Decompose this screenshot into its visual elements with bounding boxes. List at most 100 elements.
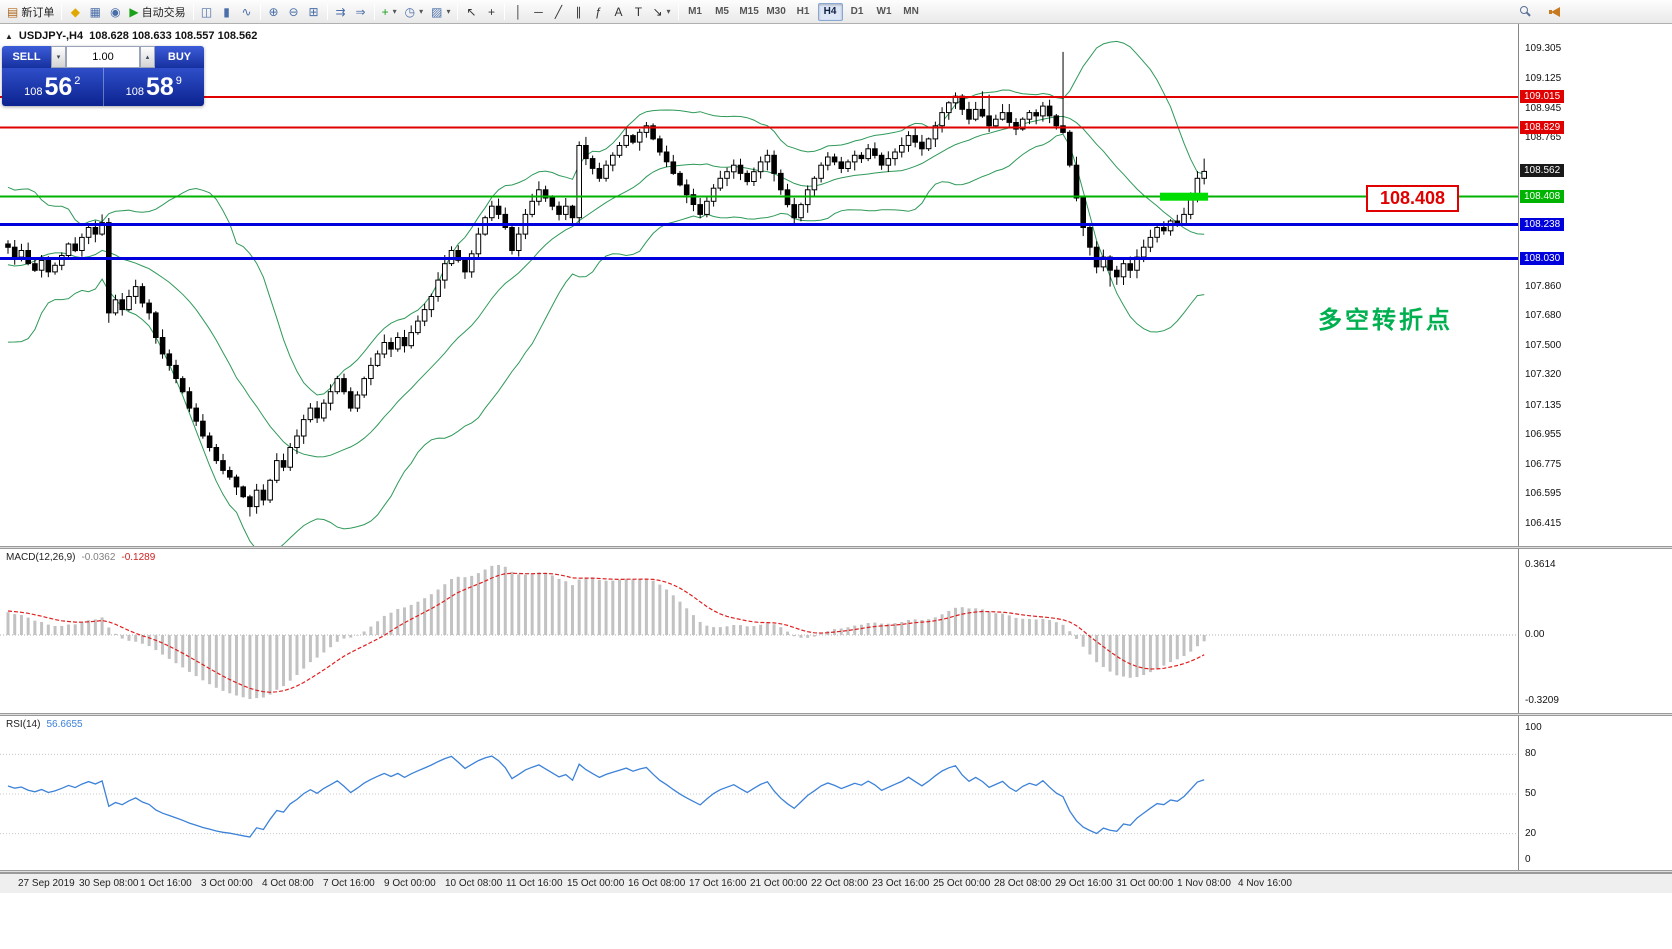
equidistant-channel-button[interactable]: ∥ (568, 2, 588, 22)
market-watch-button[interactable]: ▦ (85, 2, 105, 22)
text-button[interactable]: A (608, 2, 628, 22)
price-divider (102, 68, 104, 106)
tile-windows-icon: ⊞ (308, 4, 319, 19)
timeframe-m5-button[interactable]: M5 (715, 6, 729, 17)
indicators-button[interactable]: + ▾ (378, 2, 401, 22)
navigator-button[interactable]: ◉ (105, 2, 125, 22)
price-axis-tick: 108.765 (1525, 132, 1562, 144)
price-axis-tick: 106.955 (1525, 429, 1562, 441)
time-axis-label: 7 Oct 16:00 (323, 878, 375, 889)
toolbar-buttons: ▤ 新订单 ◆ ▦ ◉ ▶ 自动交易 ◫ ▮ ∿ ⊕ ⊖ ⊞ ⇉ ⇒ + ▾ ◷ ▾ ▨ ▾ ↖ + │ ─ ╱ ∥ ƒ A T ↘ ▾ (3, 2, 675, 22)
toolbar-separator (504, 3, 506, 20)
search-button[interactable] (1515, 2, 1535, 22)
volume-input[interactable]: 1.00 (66, 46, 140, 68)
price-axis-tick: 108.945 (1525, 102, 1562, 114)
volume-increase-button[interactable]: ▴ (140, 46, 155, 68)
tile-windows-button[interactable]: ⊞ (304, 2, 324, 22)
chart-shift-button[interactable]: ⇉ (331, 2, 351, 22)
one-click-controls: SELL ▾ 1.00 ▴ BUY (2, 46, 204, 68)
rsi-label: RSI(14) 56.6655 (6, 719, 83, 730)
megaphone-icon (1549, 6, 1561, 17)
toolbar: ▤ 新订单 ◆ ▦ ◉ ▶ 自动交易 ◫ ▮ ∿ ⊕ ⊖ ⊞ ⇉ ⇒ + ▾ ◷ ▾ ▨ ▾ ↖ + │ ─ ╱ ∥ ƒ A T ↘ ▾ M1… (0, 0, 1672, 24)
time-axis-label: 1 Oct 16:00 (140, 878, 192, 889)
autotrade-button[interactable]: ▶ 自动交易 (125, 2, 189, 22)
indicators-icon: + (381, 4, 389, 19)
time-axis-label: 15 Oct 00:00 (567, 878, 625, 889)
metaeditor-button[interactable]: ◆ (65, 2, 85, 22)
candlestick-chart-button[interactable]: ▮ (217, 2, 237, 22)
fibonacci-button[interactable]: ƒ (588, 2, 608, 22)
line-chart-button[interactable]: ∿ (237, 2, 257, 22)
rsi-axis-tick: 0 (1525, 854, 1531, 865)
trendline-button[interactable]: ╱ (548, 2, 568, 22)
price-level-label: 108.238 (1520, 217, 1565, 231)
price-flag-annotation[interactable]: 108.408 (1366, 185, 1460, 212)
rsi-axis-tick: 50 (1525, 788, 1537, 799)
arrows-icon: ↘ (652, 4, 663, 19)
rsi-panel: RSI(14) 56.6655 (0, 716, 1518, 870)
panel-divider[interactable] (0, 870, 1672, 873)
panel-divider[interactable] (0, 546, 1672, 549)
symbol-ohlc: 108.628 108.633 108.557 108.562 (89, 30, 258, 42)
price-chart-canvas[interactable] (0, 24, 1518, 546)
bar-chart-button[interactable]: ◫ (197, 2, 217, 22)
cursor-icon: ↖ (466, 4, 477, 19)
price-axis[interactable]: 109.305 109.125 108.945 108.765 107.860 107.6… (1518, 24, 1672, 873)
timeframe-w1-button[interactable]: W1 (876, 6, 892, 17)
timeframe-m15-button[interactable]: M15 (739, 6, 759, 17)
bar-chart-icon: ◫ (200, 4, 213, 19)
panel-divider[interactable] (0, 713, 1672, 716)
zoom-out-button[interactable]: ⊖ (284, 2, 304, 22)
time-axis-label: 1 Nov 08:00 (1177, 878, 1231, 889)
templates-button[interactable]: ▨ ▾ (427, 2, 454, 22)
horizontal-line-button[interactable]: ─ (528, 2, 548, 22)
sell-price-display[interactable]: 108 56 2 (2, 68, 103, 106)
vertical-line-icon: │ (514, 4, 523, 19)
timeframe-m30-button[interactable]: M30 (766, 6, 786, 17)
rsi-name: RSI(14) (6, 719, 41, 730)
main-chart-panel: ▲ USDJPY-,H4 108.628 108.633 108.557 108… (0, 24, 1518, 546)
notifications-button[interactable] (1545, 2, 1565, 22)
buy-price-display[interactable]: 108 58 9 (104, 68, 205, 106)
auto-scroll-button[interactable]: ⇒ (351, 2, 371, 22)
price-level-label: 109.015 (1520, 90, 1565, 104)
time-axis[interactable]: 27 Sep 2019 30 Sep 08:00 1 Oct 16:00 3 Oct … (0, 873, 1672, 893)
trendline-icon: ╱ (554, 4, 563, 19)
rsi-canvas[interactable] (0, 716, 1518, 870)
volume-decrease-button[interactable]: ▾ (51, 46, 66, 68)
new-order-button[interactable]: ▤ 新订单 (3, 2, 58, 22)
sell-price-pips: 56 (44, 72, 73, 101)
arrows-button[interactable]: ↘ ▾ (648, 2, 674, 22)
time-axis-label: 31 Oct 00:00 (1116, 878, 1174, 889)
crosshair-button[interactable]: + (481, 2, 501, 22)
zoom-in-button[interactable]: ⊕ (264, 2, 284, 22)
search-icon (1519, 6, 1531, 17)
current-price-label: 108.562 (1520, 164, 1565, 178)
collapse-one-click-icon[interactable]: ▲ (5, 31, 13, 41)
timeframe-d1-button[interactable]: D1 (850, 6, 864, 17)
timeframe-m1-button[interactable]: M1 (688, 6, 702, 17)
timeframe-mn-button[interactable]: MN (903, 6, 919, 17)
macd-axis-tick: -0.3209 (1525, 695, 1559, 706)
rsi-axis-tick: 80 (1525, 748, 1537, 760)
timeframe-h4-button[interactable]: H4 (817, 2, 843, 21)
rsi-value: 56.6655 (46, 719, 83, 730)
vertical-line-button[interactable]: │ (508, 2, 528, 22)
turning-point-annotation[interactable]: 多空转折点 (1318, 307, 1453, 334)
macd-canvas[interactable] (0, 549, 1518, 713)
timeframe-h1-button[interactable]: H1 (796, 6, 810, 17)
chart-window: ▲ USDJPY-,H4 108.628 108.633 108.557 108… (0, 24, 1672, 949)
time-axis-label: 4 Oct 08:00 (262, 878, 314, 889)
equidistant-channel-icon: ∥ (575, 4, 582, 19)
text-label-button[interactable]: T (628, 2, 648, 22)
periods-button[interactable]: ◷ ▾ (401, 2, 428, 22)
buy-button[interactable]: BUY (155, 46, 204, 68)
cursor-button[interactable]: ↖ (461, 2, 481, 22)
rsi-axis-tick: 20 (1525, 827, 1537, 839)
price-axis-tick: 107.860 (1525, 280, 1562, 292)
timeframe-toolbar: M1 M5 M15 M30 H1 H4 D1 W1 MN (682, 2, 925, 21)
sell-button[interactable]: SELL (2, 46, 51, 68)
macd-axis-tick: 0.00 (1525, 629, 1545, 640)
price-axis-tick: 107.135 (1525, 399, 1562, 411)
one-click-trading-panel: SELL ▾ 1.00 ▴ BUY 108 56 2 108 (2, 46, 204, 106)
